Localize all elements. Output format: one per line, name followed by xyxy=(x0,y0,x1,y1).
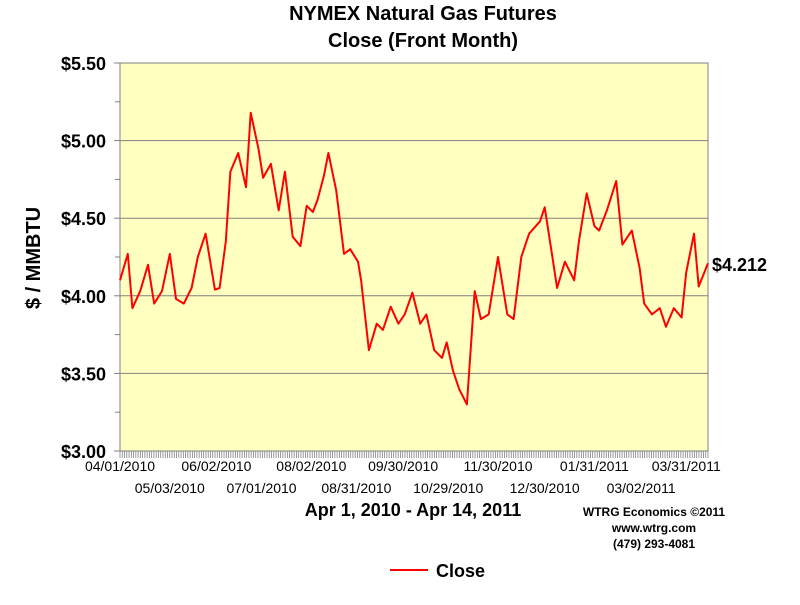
y-tick-label: $3.00 xyxy=(61,442,106,462)
credit-line-1: WTRG Economics ©2011 xyxy=(583,505,726,519)
y-tick-label: $5.50 xyxy=(61,54,106,74)
y-tick-label: $4.50 xyxy=(61,209,106,229)
x-tick-label: 05/03/2010 xyxy=(135,480,205,496)
x-tick-label: 08/02/2010 xyxy=(276,458,346,474)
x-minor-ticks xyxy=(119,451,709,458)
chart-subtitle: Close (Front Month) xyxy=(328,30,518,52)
series-line-close xyxy=(119,111,709,406)
y-axis-label: $ / MMBTU xyxy=(23,207,45,309)
y-axis-ticks: $3.00 $3.50 $4.00 $4.50 $5.00 $5.50 xyxy=(61,54,120,462)
x-tick-label: 10/29/2010 xyxy=(413,480,483,496)
last-value-label: $4.212 xyxy=(712,255,767,275)
x-tick-label: 06/02/2010 xyxy=(181,458,251,474)
x-tick-label: 04/01/2010 xyxy=(85,458,155,474)
x-axis-ticks: 04/01/2010 06/02/2010 08/02/2010 09/30/2010… xyxy=(85,458,721,496)
y-tick-label: $3.50 xyxy=(61,364,106,384)
y-tick-label: $4.00 xyxy=(61,287,106,307)
x-tick-label: 09/30/2010 xyxy=(368,458,438,474)
x-tick-label: 08/31/2010 xyxy=(321,480,391,496)
x-axis-label: Apr 1, 2010 - Apr 14, 2011 xyxy=(305,500,521,520)
x-tick-label: 01/31/2011 xyxy=(560,458,629,474)
y-tick-label: $5.00 xyxy=(61,132,106,152)
chart-title: NYMEX Natural Gas Futures xyxy=(289,3,557,25)
credit-line-2: www.wtrg.com xyxy=(611,521,696,535)
credit-line-3: (479) 293-4081 xyxy=(613,537,695,551)
legend: Close xyxy=(390,561,485,581)
grid-lines xyxy=(120,140,708,374)
x-tick-label: 11/30/2010 xyxy=(463,458,532,474)
x-tick-label: 03/02/2011 xyxy=(607,480,676,496)
legend-label-close: Close xyxy=(436,561,485,581)
x-tick-label: 12/30/2010 xyxy=(510,480,580,496)
x-tick-label: 03/31/2011 xyxy=(652,458,721,474)
series-layer xyxy=(119,111,709,406)
plot-area xyxy=(119,62,709,452)
x-tick-label: 07/01/2010 xyxy=(227,480,297,496)
